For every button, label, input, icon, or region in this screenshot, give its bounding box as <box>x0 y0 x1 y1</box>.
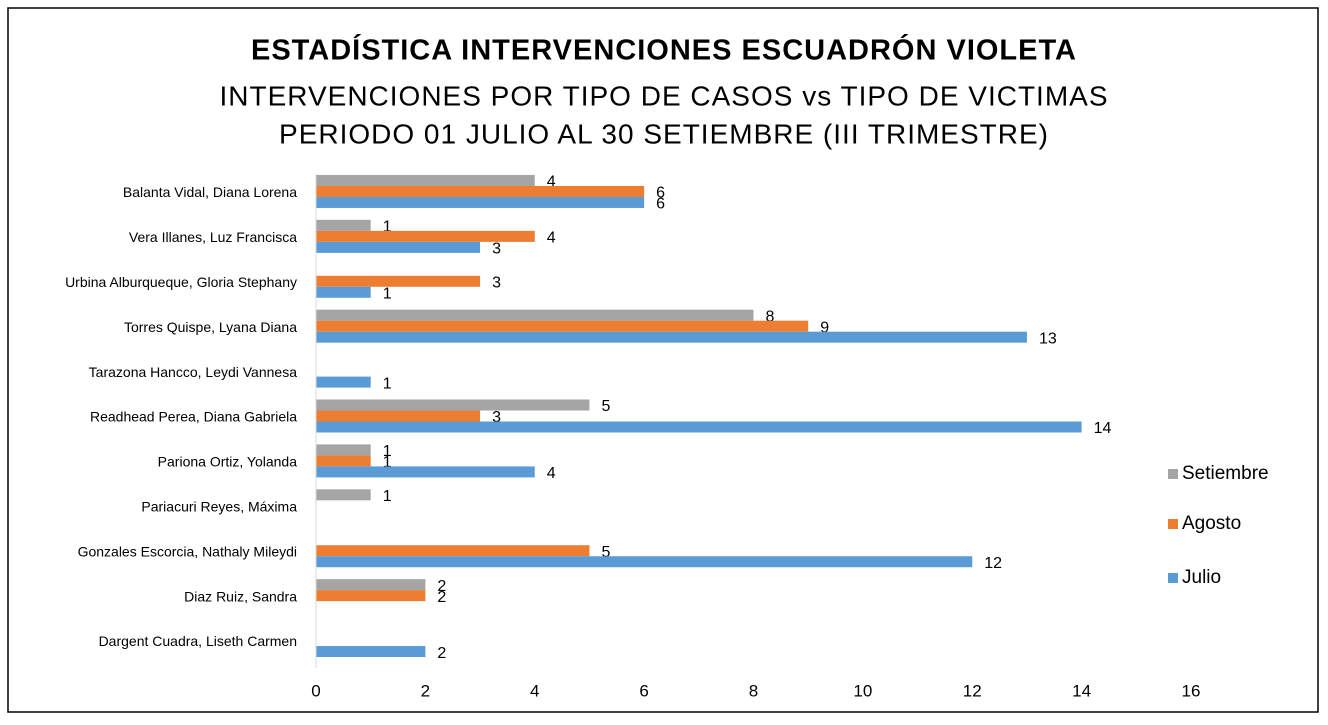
data-label: 4 <box>547 174 556 191</box>
y-tick-label: Gonzales Escorcia, Nathaly Mileydi <box>78 543 297 559</box>
legend-label: Setiembre <box>1182 463 1269 484</box>
bar <box>316 185 645 197</box>
chart-subtitle: INTERVENCIONES POR TIPO DE CASOS vs TIPO… <box>219 80 1108 111</box>
x-tick-label: 10 <box>853 681 872 700</box>
data-label: 14 <box>1094 420 1112 437</box>
data-label: 4 <box>547 465 556 482</box>
chart-title: ESTADÍSTICA INTERVENCIONES ESCUADRÓN VIO… <box>251 33 1077 67</box>
y-tick-label: Tarazona Hancco, Leydi Vannesa <box>89 364 298 380</box>
data-label: 2 <box>437 645 446 662</box>
bar <box>316 241 481 253</box>
bar <box>316 455 371 467</box>
bar <box>316 320 809 332</box>
legend-swatch <box>1168 469 1178 479</box>
y-tick-label: Vera Illanes, Luz Francisca <box>129 229 297 245</box>
data-label: 4 <box>547 230 556 247</box>
data-label: 6 <box>656 196 665 213</box>
bar <box>316 421 1082 433</box>
data-label: 1 <box>383 443 392 460</box>
y-tick-label: Pariacuri Reyes, Máxima <box>141 499 297 515</box>
data-label: 2 <box>437 589 446 606</box>
bar <box>316 399 590 411</box>
data-label: 13 <box>1039 330 1057 347</box>
bar <box>316 331 1027 343</box>
bar <box>316 275 481 287</box>
data-label: 12 <box>984 555 1002 572</box>
bar <box>316 444 371 456</box>
data-label: 1 <box>383 454 392 471</box>
bar <box>316 579 426 591</box>
bar <box>316 309 754 321</box>
legend-label: Agosto <box>1182 513 1241 534</box>
bar <box>316 410 481 422</box>
x-tick-label: 4 <box>530 681 539 700</box>
y-tick-label: Urbina Alburqueque, Gloria Stephany <box>65 274 297 290</box>
bar <box>316 376 371 388</box>
y-tick-label: Torres Quispe, Lyana Diana <box>124 319 297 335</box>
bar <box>316 286 371 298</box>
data-label: 1 <box>383 219 392 236</box>
y-tick-label: Balanta Vidal, Diana Lorena <box>123 184 297 200</box>
data-label: 8 <box>766 308 775 325</box>
data-label: 2 <box>437 578 446 595</box>
legend-label: Julio <box>1182 567 1221 588</box>
x-tick-label: 8 <box>749 681 758 700</box>
y-tick-label: Pariona Ortiz, Yolanda <box>158 454 298 470</box>
bar <box>316 489 371 501</box>
y-tick-label: Dargent Cuadra, Liseth Carmen <box>99 633 297 649</box>
chart-frame <box>7 7 1319 713</box>
data-label: 9 <box>820 319 829 336</box>
bar <box>316 174 535 186</box>
x-tick-label: 14 <box>1072 681 1091 700</box>
bar <box>316 590 426 602</box>
data-label: 5 <box>601 544 610 561</box>
bar <box>316 230 535 242</box>
y-tick-label: Readhead Perea, Diana Gabriela <box>90 409 297 425</box>
data-label: 5 <box>601 398 610 415</box>
x-tick-label: 16 <box>1182 681 1201 700</box>
y-tick-label: Diaz Ruiz, Sandra <box>184 588 297 604</box>
data-label: 1 <box>383 375 392 392</box>
bar <box>316 466 535 478</box>
data-label: 3 <box>492 241 501 258</box>
legend-swatch <box>1168 519 1178 529</box>
bar <box>316 556 973 568</box>
data-label: 1 <box>383 488 392 505</box>
bar <box>316 219 371 231</box>
data-label: 6 <box>656 185 665 202</box>
chart-subtitle: PERIODO 01 JULIO AL 30 SETIEMBRE (III TR… <box>279 118 1049 149</box>
x-tick-label: 12 <box>963 681 982 700</box>
data-label: 3 <box>492 409 501 426</box>
bar <box>316 196 645 208</box>
x-tick-label: 2 <box>421 681 430 700</box>
data-label: 3 <box>492 274 501 291</box>
bar <box>316 646 426 658</box>
data-label: 1 <box>383 285 392 302</box>
bar <box>316 545 590 557</box>
x-tick-label: 0 <box>311 681 320 700</box>
legend-swatch <box>1168 573 1178 583</box>
x-tick-label: 6 <box>639 681 648 700</box>
